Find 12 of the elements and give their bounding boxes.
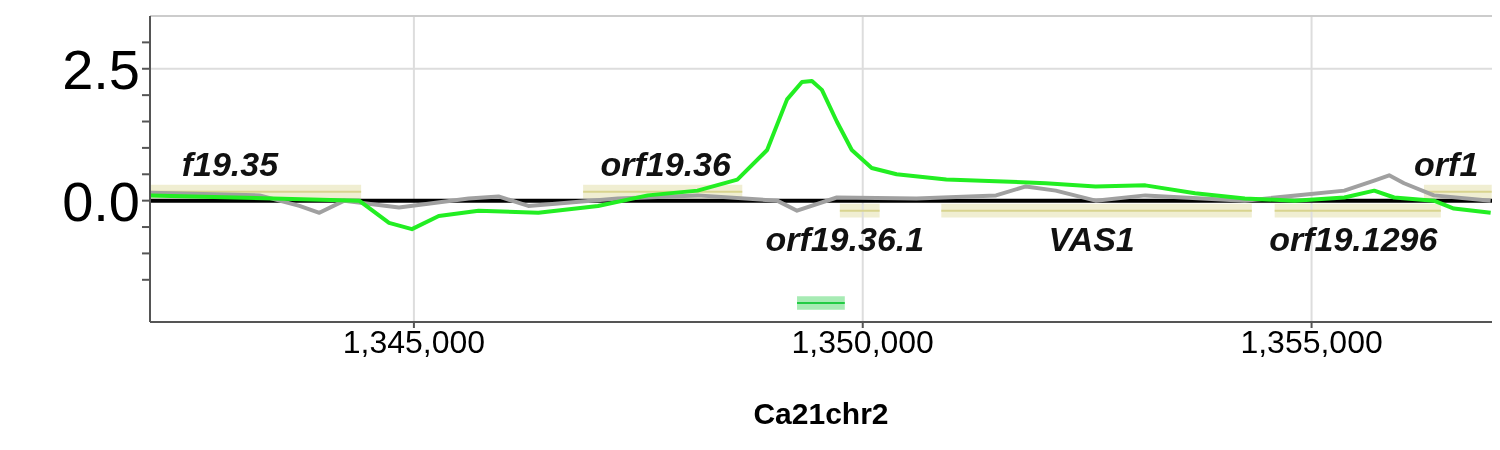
- y-tick-label: 0.0: [62, 169, 140, 233]
- annotation: orf19.36: [600, 144, 732, 183]
- annotation: orf1: [1414, 144, 1479, 183]
- annotation: orf19.1296: [1269, 219, 1439, 258]
- x-tick-label: 1,355,000: [1240, 323, 1383, 360]
- y-tick-label: 2.5: [62, 37, 140, 101]
- x-axis-title: Ca21chr2: [753, 397, 889, 430]
- x-tick-label: 1,345,000: [342, 323, 486, 360]
- annotation: orf19.36.1: [765, 219, 925, 258]
- annotation: f19.35: [181, 144, 280, 183]
- annotation: VAS1: [1048, 219, 1135, 258]
- x-tick-label: 1,350,000: [791, 323, 934, 360]
